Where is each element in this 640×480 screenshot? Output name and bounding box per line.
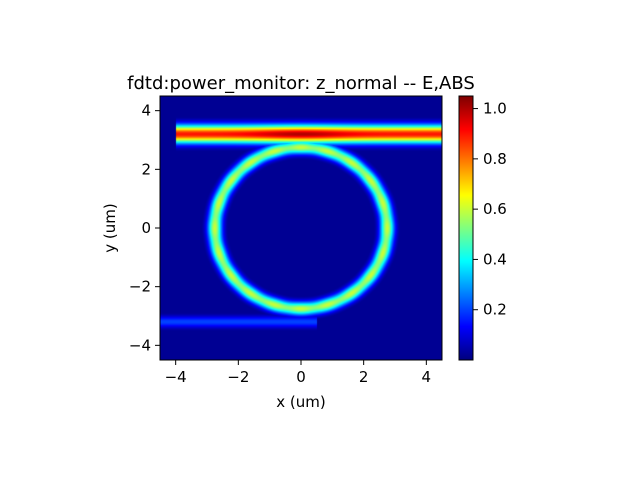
colorbar-frame [458,95,474,361]
x-tick-label: −4 [165,368,187,386]
y-axis-label: y (um) [101,203,119,252]
field-heatmap [160,96,442,360]
heatmap-plot-area [159,95,443,361]
colorbar-tick-label: 0.8 [483,150,507,168]
colorbar-tick-label: 0.2 [483,301,507,319]
x-tick-label: −2 [227,368,249,386]
colorbar-tick-label: 1.0 [483,100,507,118]
y-tick-label: −2 [129,278,151,296]
colorbar-tick-label: 0.6 [483,200,507,218]
x-axis-label: x (um) [276,393,325,411]
chart-title: fdtd:power_monitor: z_normal -- E,ABS [127,73,475,94]
x-axis-ticks: −4 −2 0 2 4 [165,360,432,386]
x-tick-label: 0 [296,368,306,386]
colorbar: 0.2 0.4 0.6 0.8 1.0 [458,95,507,361]
y-tick-label: 2 [141,160,151,178]
y-tick-label: 4 [141,102,151,120]
colorbar-ticks: 0.2 0.4 0.6 0.8 1.0 [473,100,507,319]
y-tick-label: −4 [129,336,151,354]
y-tick-label: 0 [141,219,151,237]
colorbar-tick-label: 0.4 [483,250,507,268]
y-axis-ticks: −4 −2 0 2 4 [129,102,160,354]
x-tick-label: 2 [359,368,369,386]
colorbar-gradient [459,96,473,360]
x-tick-label: 4 [422,368,432,386]
